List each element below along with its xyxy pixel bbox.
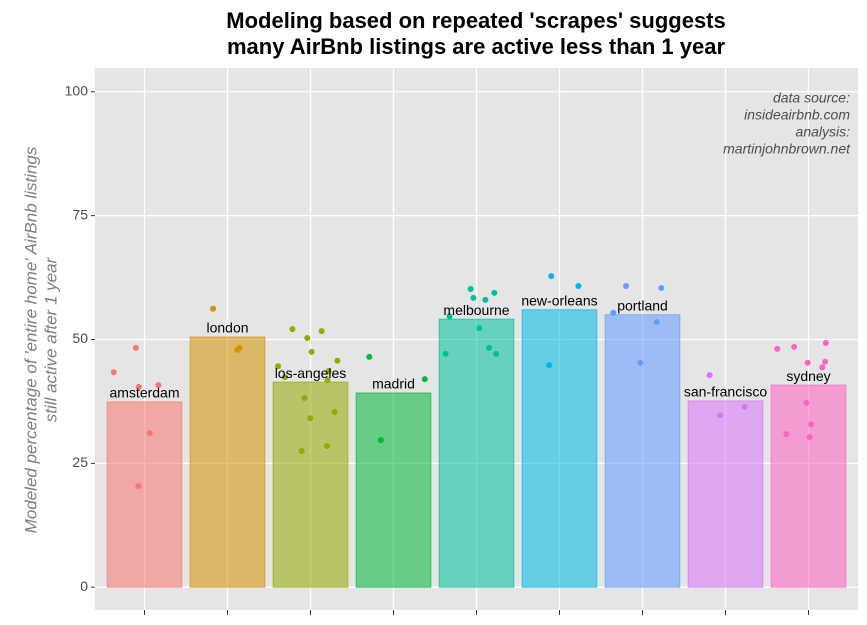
point bbox=[822, 358, 829, 365]
y-axis-label-group: Modeled percentage of 'entire home' AirB… bbox=[21, 146, 60, 533]
point bbox=[741, 403, 748, 410]
point bbox=[318, 328, 325, 335]
point bbox=[658, 284, 665, 291]
point bbox=[324, 377, 331, 384]
point bbox=[308, 348, 315, 355]
y-axis-label: still active after 1 year bbox=[41, 256, 60, 422]
point bbox=[334, 357, 341, 364]
bar bbox=[521, 309, 598, 588]
y-tick-label: 50 bbox=[72, 330, 88, 346]
point bbox=[135, 384, 142, 391]
point bbox=[289, 326, 296, 333]
point bbox=[467, 285, 474, 292]
bar bbox=[687, 400, 764, 588]
point bbox=[301, 394, 308, 401]
chart-title: many AirBnb listings are active less tha… bbox=[227, 34, 726, 59]
bar bbox=[438, 318, 515, 588]
point bbox=[806, 434, 813, 441]
bar bbox=[106, 401, 183, 588]
point bbox=[325, 368, 332, 375]
point bbox=[110, 369, 117, 376]
point bbox=[482, 296, 489, 303]
y-tick-label: 25 bbox=[72, 454, 88, 470]
y-tick-label: 100 bbox=[65, 82, 89, 98]
bar bbox=[355, 392, 432, 588]
point bbox=[706, 372, 713, 379]
point bbox=[275, 363, 282, 370]
point bbox=[486, 344, 493, 351]
bar bbox=[770, 384, 847, 588]
point bbox=[491, 289, 498, 296]
point bbox=[155, 382, 162, 389]
category-label: amsterdam bbox=[109, 385, 179, 401]
point bbox=[446, 313, 453, 320]
y-tick-label: 0 bbox=[80, 578, 88, 594]
y-axis-label: Modeled percentage of 'entire home' AirB… bbox=[21, 146, 40, 533]
point bbox=[421, 376, 428, 383]
annotation: analysis: bbox=[796, 124, 851, 140]
point bbox=[822, 339, 829, 346]
category-label: san-francisco bbox=[684, 384, 767, 400]
point bbox=[304, 335, 311, 342]
category-label: sydney bbox=[786, 368, 830, 384]
point bbox=[808, 421, 815, 428]
point bbox=[803, 399, 810, 406]
point bbox=[623, 282, 630, 289]
point bbox=[653, 319, 660, 326]
category-label: portland bbox=[617, 297, 668, 313]
point bbox=[307, 415, 314, 422]
y-tick-label: 75 bbox=[72, 206, 88, 222]
point bbox=[783, 431, 790, 438]
point bbox=[324, 443, 331, 450]
point bbox=[717, 412, 724, 419]
point bbox=[548, 273, 555, 280]
point bbox=[774, 345, 781, 352]
category-label: madrid bbox=[372, 376, 415, 392]
point bbox=[282, 374, 289, 381]
category-label: melbourne bbox=[443, 302, 509, 318]
labels: amsterdam london los-angeles madrid melbourn… bbox=[109, 292, 830, 400]
point bbox=[234, 346, 241, 353]
point bbox=[546, 362, 553, 369]
annotation: martinjohnbrown.net bbox=[723, 141, 851, 157]
category-label: london bbox=[206, 320, 248, 336]
point bbox=[331, 408, 338, 415]
point bbox=[470, 294, 477, 301]
point bbox=[610, 309, 617, 316]
point bbox=[298, 447, 305, 454]
category-label: los-angeles bbox=[275, 365, 347, 381]
category-label: new-orleans bbox=[521, 292, 597, 308]
point bbox=[135, 483, 142, 490]
point bbox=[377, 437, 384, 444]
point bbox=[476, 325, 483, 332]
point bbox=[637, 359, 644, 366]
chart-title: Modeling based on repeated 'scrapes' sug… bbox=[226, 8, 726, 33]
bar bbox=[604, 314, 681, 588]
marks bbox=[106, 273, 847, 588]
point bbox=[210, 305, 217, 312]
point bbox=[804, 359, 811, 366]
annotation: insideairbnb.com bbox=[744, 107, 850, 123]
annotation: data source: bbox=[773, 90, 850, 106]
point bbox=[493, 350, 500, 357]
point bbox=[132, 344, 139, 351]
point bbox=[575, 282, 582, 289]
point bbox=[146, 430, 153, 437]
point bbox=[366, 353, 373, 360]
bar bbox=[189, 336, 266, 588]
point bbox=[819, 364, 826, 371]
point bbox=[442, 350, 449, 357]
point bbox=[791, 343, 798, 350]
